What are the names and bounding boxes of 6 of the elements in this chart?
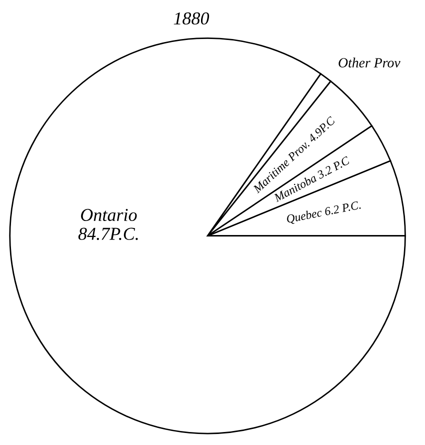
chart-title: 1880 — [174, 12, 210, 25]
slice-label: Other Prov — [338, 58, 400, 68]
pie-slice — [9, 37, 406, 434]
slice-label: Quebec 6.2 P.C. — [286, 200, 362, 225]
slice-label: Ontario — [81, 208, 137, 222]
data-label: 84.7P.C. — [78, 228, 138, 240]
